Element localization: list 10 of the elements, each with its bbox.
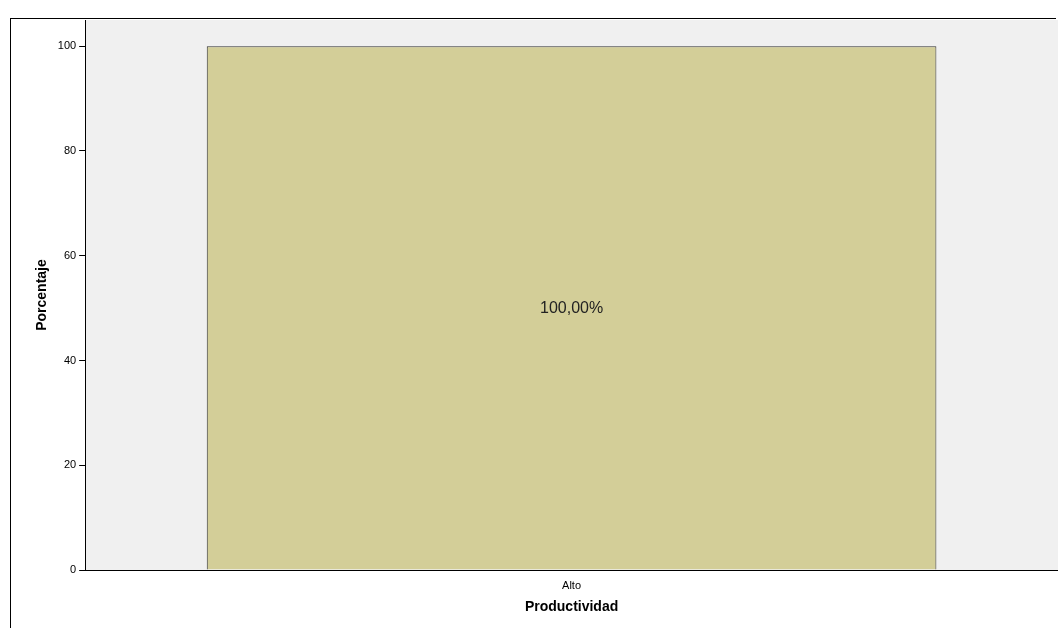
y-axis-title: Porcentaje	[33, 259, 50, 331]
x-tick-label: Alto	[562, 578, 582, 591]
y-tick-label: 20	[63, 458, 77, 471]
data-label: 100,00%	[539, 298, 604, 316]
y-tick-label: 60	[63, 248, 77, 261]
y-tick-label: 100	[57, 39, 77, 52]
y-tick-label: 40	[63, 353, 77, 366]
y-tick-label: 80	[63, 143, 77, 156]
x-axis-title: Productividad	[524, 598, 619, 615]
y-tick-label: 0	[70, 563, 77, 576]
